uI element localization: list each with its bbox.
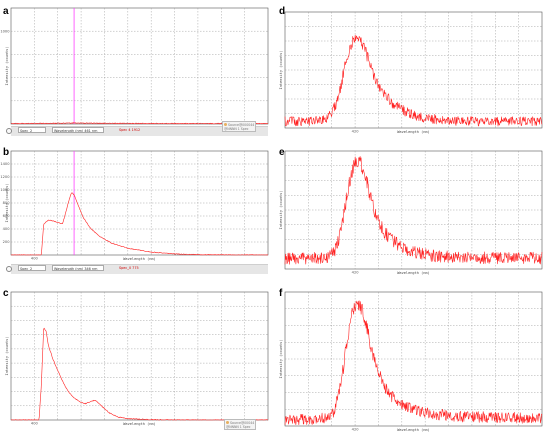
plot-area (10, 150, 269, 256)
panel-a: a 4001000Wavelength (nm)Intensity (count… (0, 0, 272, 142)
x-tick-label: 420 (352, 271, 360, 275)
spectrum-dropdown[interactable]: Spec_2 (18, 127, 46, 133)
chart-e: 420 Wavelength (nm) Intensity (counts) (279, 150, 543, 275)
x-tick-label: 420 (352, 428, 360, 432)
legend-item: Source@000044 (224, 123, 254, 127)
x-axis-label: Wavelength (nm) (123, 422, 155, 426)
series-line (10, 192, 269, 256)
legend-label: @NNNN 1 Spec (224, 126, 249, 131)
y-tick-label: 200 (3, 240, 11, 244)
y-tick-label: 1200 (0, 175, 10, 179)
panel-b: b 400 200 400 600 800 1000 1200 1400 Wavelength … (0, 143, 272, 285)
x-axis-label: Wavelength (nm) (397, 428, 429, 432)
spectrum-dropdown[interactable]: Spec_2 (18, 265, 46, 271)
x-axis-label: Wavelength (nm) (397, 130, 429, 134)
legend-item: Source@00044 (226, 421, 254, 425)
legend-label: Source@00044 (230, 420, 255, 425)
control-bar (11, 264, 268, 274)
legend-label: @NNNN 1 Spec (226, 424, 251, 429)
y-axis-label: Intensity (counts) (5, 337, 9, 376)
plot-area (284, 150, 543, 270)
y-tick-label: 1400 (0, 162, 10, 166)
legend-label: Source@000044 (228, 122, 255, 127)
legend-item: @NNNN 1 Spec (226, 425, 254, 429)
panel-letter: a (3, 6, 9, 17)
legend-box: Source@000044 @NNNN 1 Spec (222, 121, 257, 132)
chart-f: 420 Wavelength (nm) Intensity (counts) (279, 291, 543, 432)
cursor-readout: Spec 4 1912 (119, 128, 141, 132)
x-tick-label: 400 (31, 422, 39, 426)
y-tick-label: 1000 (0, 29, 10, 33)
y-axis-label: Intensity (counts) (279, 191, 283, 230)
control-bar (11, 126, 268, 136)
plot-area (284, 291, 543, 427)
panel-c: c 400 Wavelength (nm) Intensity (counts) S… (0, 286, 272, 436)
panel-f: f 420 Wavelength (nm) Intensity (counts) (276, 286, 550, 438)
plot-area (284, 11, 543, 129)
panel-d: d 420 Wavelength (nm) Intensity (counts) (276, 0, 550, 142)
y-tick-label: 400 (3, 227, 11, 231)
source-dot-icon (224, 123, 227, 126)
chart-d: 420 Wavelength (nm) Intensity (counts) (279, 11, 543, 134)
wavelength-field[interactable]: Wavelength (nm) 346 nm (52, 265, 104, 271)
panel-letter: d (279, 6, 286, 17)
x-tick-label: 420 (352, 130, 360, 134)
legend-item: @NNNN 1 Spec (224, 127, 254, 131)
y-axis-label: Intensity (counts) (5, 184, 9, 223)
cursor-toggle[interactable] (6, 128, 12, 134)
panel-letter: e (279, 147, 285, 158)
series-line (284, 300, 543, 426)
panel-letter: b (3, 147, 10, 158)
series-line (284, 156, 543, 265)
y-axis-label: Intensity (counts) (5, 47, 9, 86)
chart-b: 400 200 400 600 800 1000 1200 1400 Wavelength (n… (0, 150, 269, 261)
series-line (284, 34, 543, 127)
panel-letter: c (3, 288, 9, 299)
wavelength-field[interactable]: Wavelength (nm) 461 nm (52, 127, 104, 133)
panel-letter: f (279, 288, 283, 299)
x-axis-label: Wavelength (nm) (397, 271, 429, 275)
chart-c: 400 Wavelength (nm) Intensity (counts) (5, 291, 269, 426)
y-axis-label: Intensity (counts) (279, 340, 283, 379)
x-tick-label: 400 (31, 257, 39, 261)
panel-e: e 420 Wavelength (nm) Intensity (counts) (276, 143, 550, 285)
plot-area (10, 291, 269, 421)
source-dot-icon (226, 421, 229, 424)
y-tick-label: 600 (3, 214, 11, 218)
y-axis-label: Intensity (counts) (279, 51, 283, 90)
chart-a: 4001000Wavelength (nm)Intensity (counts) (0, 7, 269, 130)
y-tick-label: 1000 (0, 188, 10, 192)
legend-box: Source@00044 @NNNN 1 Spec (224, 419, 257, 430)
cursor-toggle[interactable] (6, 266, 12, 272)
y-tick-label: 800 (3, 201, 11, 205)
cursor-readout: Spec_0 775 (119, 266, 139, 270)
plot-area (10, 7, 269, 125)
x-axis-label: Wavelength (nm) (123, 257, 155, 261)
